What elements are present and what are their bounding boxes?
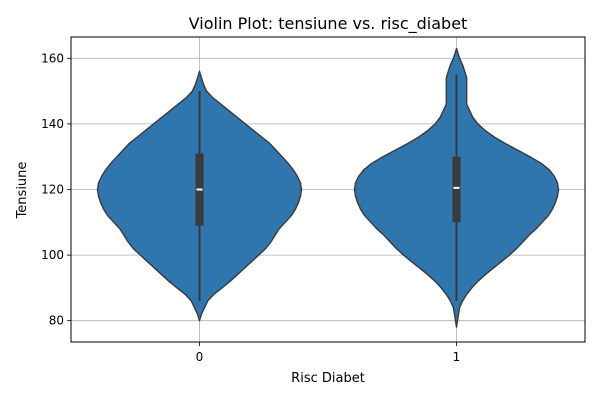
x-axis-label: Risc Diabet xyxy=(291,371,365,386)
y-tick-label: 100 xyxy=(41,248,64,262)
chart-title: Violin Plot: tensiune vs. risc_diabet xyxy=(189,14,468,34)
y-axis-ticks: 80 100 120 140 160 xyxy=(41,51,71,328)
x-tick-label: 0 xyxy=(196,350,204,364)
violin-median-0 xyxy=(196,188,203,191)
y-tick-label: 80 xyxy=(49,314,64,328)
violin-iqr-box-1 xyxy=(452,156,461,223)
y-tick-label: 140 xyxy=(41,117,64,131)
violins xyxy=(96,47,560,328)
x-tick-label: 1 xyxy=(453,350,461,364)
y-axis-label: Tensiune xyxy=(15,162,30,220)
y-tick-label: 120 xyxy=(41,183,64,197)
y-tick-label: 160 xyxy=(41,51,64,65)
violin-median-1 xyxy=(453,186,460,189)
